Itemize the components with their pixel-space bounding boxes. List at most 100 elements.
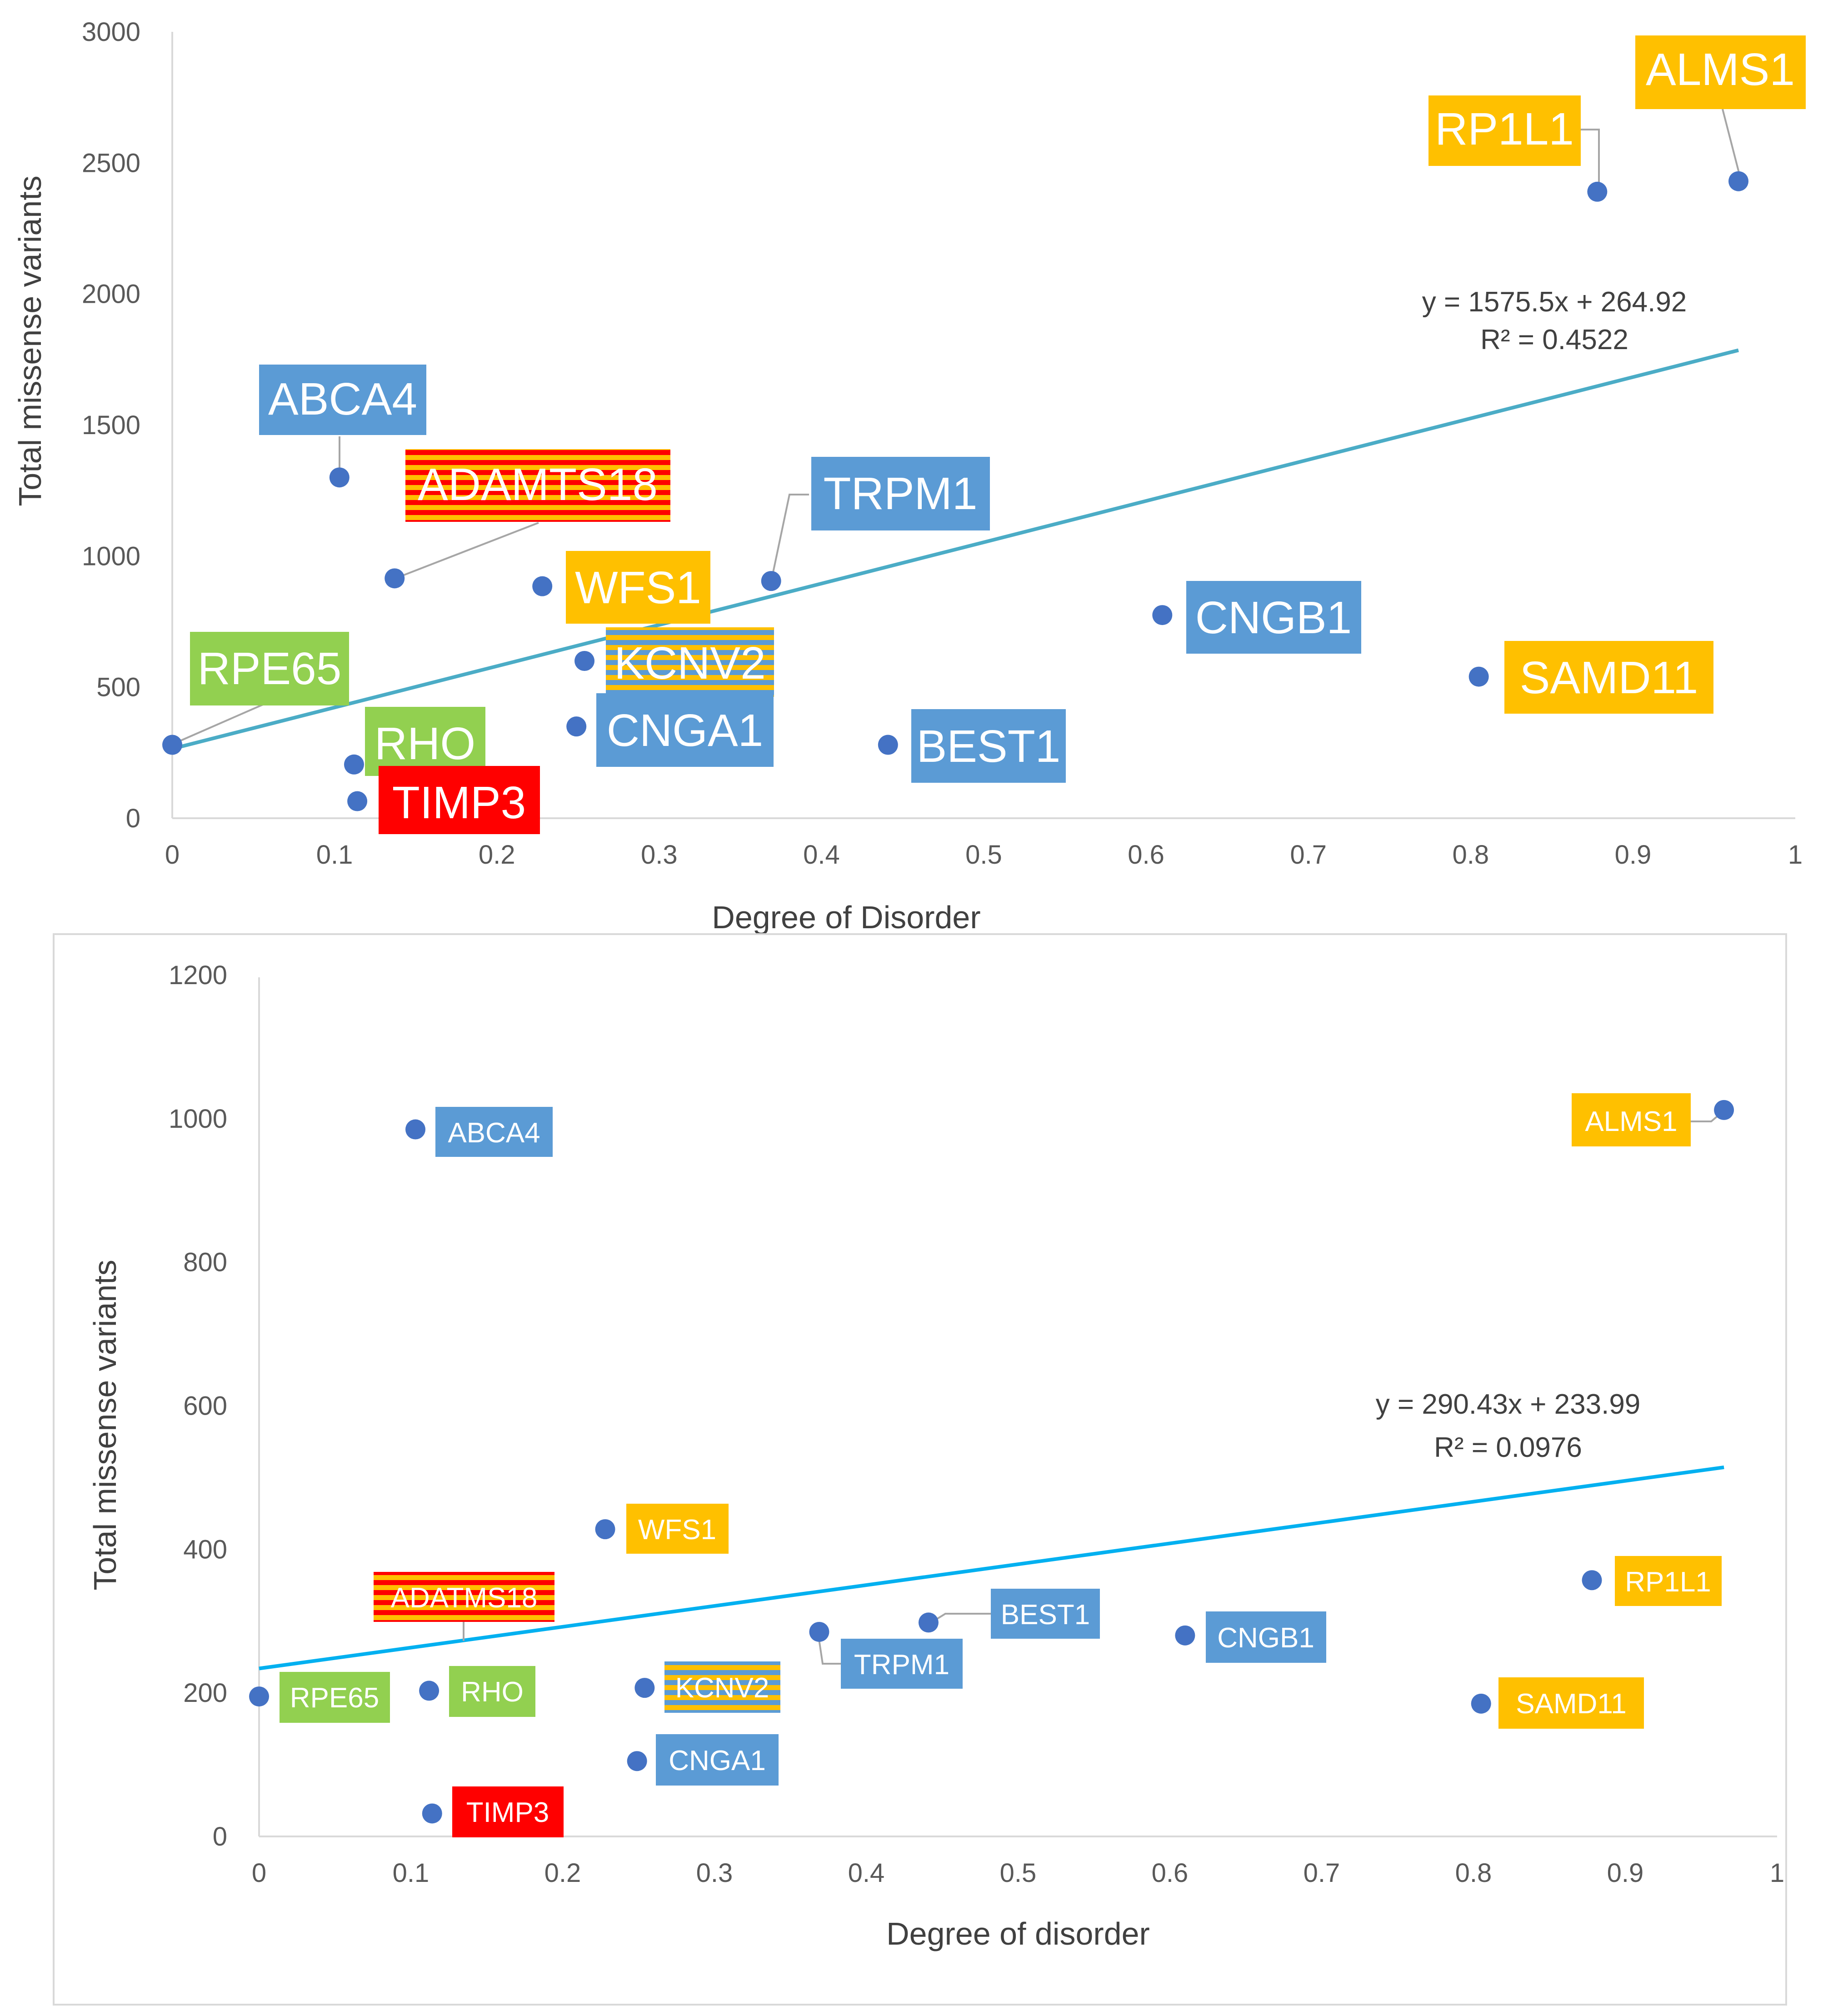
leader-line-alms1 bbox=[1722, 109, 1742, 180]
label-rho: RHO bbox=[449, 1666, 535, 1717]
label-rpe65: RPE65 bbox=[280, 1672, 390, 1723]
data-point-wfs1 bbox=[595, 1519, 615, 1540]
label-adamts18: ADAMTS18 bbox=[405, 449, 670, 522]
y-tick-label: 800 bbox=[183, 1248, 227, 1277]
label-timp3: TIMP3 bbox=[379, 766, 540, 834]
label-cngb1: CNGB1 bbox=[1186, 581, 1361, 654]
data-point-adatms18 bbox=[419, 1681, 440, 1701]
x-tick-label: 0 bbox=[252, 1858, 266, 1888]
label-alms1: ALMS1 bbox=[1635, 35, 1806, 109]
x-tick-label: 0.8 bbox=[1455, 1858, 1492, 1888]
x-tick-label: 0.8 bbox=[1452, 840, 1489, 870]
data-point-kcnv2 bbox=[634, 1678, 655, 1698]
x-tick-label: 0.6 bbox=[1152, 1858, 1189, 1888]
trend-equation: y = 290.43x + 233.99 bbox=[1376, 1389, 1641, 1420]
svg-text:CNGA1: CNGA1 bbox=[669, 1745, 766, 1776]
y-tick-label: 1200 bbox=[169, 960, 227, 990]
x-tick-label: 0.1 bbox=[393, 1858, 430, 1888]
x-tick-label: 0.2 bbox=[544, 1858, 581, 1888]
x-tick-label: 0.7 bbox=[1290, 840, 1327, 870]
data-point-timp3 bbox=[422, 1803, 442, 1824]
svg-text:BEST1: BEST1 bbox=[1001, 1599, 1090, 1631]
y-tick-label: 3000 bbox=[82, 17, 140, 47]
trend-r2: R² = 0.0976 bbox=[1434, 1432, 1582, 1463]
svg-text:SAMD11: SAMD11 bbox=[1520, 652, 1698, 703]
x-tick-label: 0.3 bbox=[696, 1858, 733, 1888]
label-abca4: ABCA4 bbox=[259, 365, 426, 435]
y-tick-label: 200 bbox=[183, 1678, 227, 1708]
svg-text:TIMP3: TIMP3 bbox=[466, 1797, 549, 1828]
svg-text:CNGB1: CNGB1 bbox=[1217, 1622, 1314, 1654]
svg-text:WFS1: WFS1 bbox=[638, 1514, 716, 1546]
label-timp3: TIMP3 bbox=[452, 1786, 564, 1837]
x-tick-labels: 0 0.1 0.2 0.3 0.4 0.5 0.6 0.7 0.8 0.9 1 bbox=[165, 840, 1803, 870]
data-point-abca4 bbox=[405, 1119, 426, 1140]
data-point-samd11 bbox=[1468, 666, 1489, 687]
svg-text:RHO: RHO bbox=[375, 718, 475, 769]
leader-line-trpm1 bbox=[817, 1633, 842, 1665]
label-trpm1: TRPM1 bbox=[841, 1639, 963, 1689]
data-point-rp1l1 bbox=[1587, 181, 1608, 202]
label-rpe65: RPE65 bbox=[190, 632, 349, 705]
x-tick-label: 0.1 bbox=[316, 840, 353, 870]
data-labels: ALMS1 RP1L1 ABCA4 ADAMTS18 TRPM1 WFS1 bbox=[190, 35, 1806, 834]
y-tick-labels: 0 200 400 600 800 1000 1200 bbox=[169, 960, 227, 1851]
label-trpm1: TRPM1 bbox=[811, 457, 990, 530]
x-tick-label: 0.7 bbox=[1304, 1858, 1340, 1888]
svg-text:KCNV2: KCNV2 bbox=[614, 638, 765, 689]
svg-text:ADATMS18: ADATMS18 bbox=[391, 1582, 538, 1614]
svg-text:SAMD11: SAMD11 bbox=[1516, 1688, 1627, 1720]
label-wfs1: WFS1 bbox=[566, 551, 710, 624]
data-point-adamts18 bbox=[385, 568, 405, 589]
data-point-best1 bbox=[918, 1612, 939, 1633]
data-point-wfs1 bbox=[532, 576, 553, 596]
x-tick-label: 0.9 bbox=[1615, 840, 1652, 870]
label-abca4: ABCA4 bbox=[435, 1107, 553, 1157]
leader-line-rp1l1 bbox=[1581, 129, 1600, 191]
data-point-rpe65 bbox=[249, 1686, 269, 1707]
y-tick-label: 500 bbox=[96, 673, 140, 702]
label-wfs1: WFS1 bbox=[626, 1504, 729, 1554]
svg-text:ABCA4: ABCA4 bbox=[268, 374, 417, 425]
x-tick-label: 0.4 bbox=[803, 840, 840, 870]
svg-text:KCNV2: KCNV2 bbox=[675, 1672, 769, 1704]
y-tick-label: 400 bbox=[183, 1535, 227, 1564]
label-rp1l1: RP1L1 bbox=[1428, 95, 1581, 166]
data-point-cnga1 bbox=[566, 716, 587, 737]
label-cnga1: CNGA1 bbox=[656, 1734, 779, 1786]
svg-text:RPE65: RPE65 bbox=[198, 643, 342, 694]
data-point-rp1l1 bbox=[1582, 1570, 1602, 1591]
y-axis-title: Total missense variants bbox=[87, 1260, 123, 1591]
leader-lines bbox=[463, 1108, 1727, 1665]
svg-text:CNGA1: CNGA1 bbox=[607, 705, 764, 756]
x-axis-title: Degree of Disorder bbox=[712, 900, 980, 935]
chart-frame bbox=[53, 933, 1787, 2006]
svg-text:RHO: RHO bbox=[461, 1676, 524, 1708]
label-rp1l1: RP1L1 bbox=[1615, 1556, 1722, 1606]
x-tick-label: 0.4 bbox=[848, 1858, 885, 1888]
y-tick-label: 1500 bbox=[82, 410, 140, 440]
x-axis-title: Degree of disorder bbox=[886, 1916, 1150, 1951]
y-tick-labels: 0 500 1000 1500 2000 2500 3000 bbox=[82, 17, 140, 833]
label-kcnv2: KCNV2 bbox=[606, 627, 774, 697]
label-adatms18: ADATMS18 bbox=[374, 1572, 554, 1622]
x-tick-label: 0.2 bbox=[479, 840, 515, 870]
label-best1: BEST1 bbox=[991, 1589, 1100, 1639]
trendline bbox=[172, 348, 1739, 751]
data-point-cngb1 bbox=[1175, 1625, 1195, 1646]
x-tick-label: 0.3 bbox=[641, 840, 678, 870]
label-cnga1: CNGA1 bbox=[596, 693, 774, 767]
trend-equation: y = 1575.5x + 264.92 bbox=[1422, 286, 1687, 318]
y-tick-label: 0 bbox=[213, 1822, 227, 1851]
data-point-rho bbox=[344, 754, 364, 775]
x-tick-label: 0.9 bbox=[1607, 1858, 1644, 1888]
data-point-cngb1 bbox=[1152, 605, 1173, 625]
x-tick-label: 0 bbox=[165, 840, 180, 870]
data-point-abca4 bbox=[329, 467, 350, 488]
data-point-kcnv2 bbox=[574, 651, 595, 671]
label-best1: BEST1 bbox=[911, 709, 1066, 783]
svg-text:TRPM1: TRPM1 bbox=[824, 468, 978, 519]
x-tick-labels: 0 0.1 0.2 0.3 0.4 0.5 0.6 0.7 0.8 0.9 1 bbox=[252, 1858, 1784, 1888]
data-points bbox=[162, 171, 1749, 811]
leader-line-trpm1 bbox=[770, 494, 809, 581]
